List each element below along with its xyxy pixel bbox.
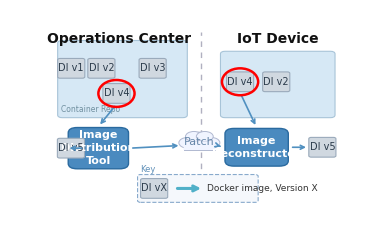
FancyBboxPatch shape [225, 128, 288, 166]
FancyBboxPatch shape [88, 58, 115, 78]
Circle shape [186, 131, 202, 141]
Text: Operations Center: Operations Center [47, 32, 191, 46]
Text: Docker image, Version X: Docker image, Version X [207, 184, 317, 193]
Text: IoT Device: IoT Device [237, 32, 319, 46]
Text: Image
Distribution
Tool: Image Distribution Tool [61, 130, 135, 166]
Circle shape [202, 137, 220, 148]
FancyBboxPatch shape [184, 141, 215, 150]
FancyBboxPatch shape [139, 58, 166, 78]
Text: Image
Reconstructor: Image Reconstructor [212, 136, 301, 159]
FancyBboxPatch shape [68, 127, 128, 169]
Text: DI v5: DI v5 [58, 143, 84, 153]
FancyBboxPatch shape [309, 137, 336, 157]
Text: DI v1: DI v1 [58, 63, 84, 73]
FancyBboxPatch shape [57, 138, 84, 158]
FancyBboxPatch shape [184, 141, 215, 150]
FancyBboxPatch shape [58, 41, 187, 118]
Text: DI v5: DI v5 [310, 142, 335, 152]
Circle shape [196, 131, 213, 141]
Circle shape [187, 132, 212, 147]
FancyBboxPatch shape [263, 72, 290, 92]
Text: DI v2: DI v2 [89, 63, 114, 73]
FancyBboxPatch shape [138, 175, 258, 202]
Text: Patch: Patch [184, 137, 215, 147]
Text: DI v2: DI v2 [263, 77, 289, 87]
FancyBboxPatch shape [103, 84, 130, 103]
Circle shape [179, 137, 197, 148]
Text: DI v3: DI v3 [140, 63, 165, 73]
FancyBboxPatch shape [226, 72, 254, 92]
Text: DI v4: DI v4 [104, 89, 129, 99]
Text: DI v4: DI v4 [227, 77, 253, 87]
Text: Container Repo: Container Repo [61, 106, 121, 114]
FancyBboxPatch shape [58, 58, 85, 78]
FancyBboxPatch shape [221, 51, 335, 118]
Text: DI vX: DI vX [141, 183, 167, 193]
FancyBboxPatch shape [140, 178, 168, 198]
Text: Key: Key [140, 165, 155, 174]
